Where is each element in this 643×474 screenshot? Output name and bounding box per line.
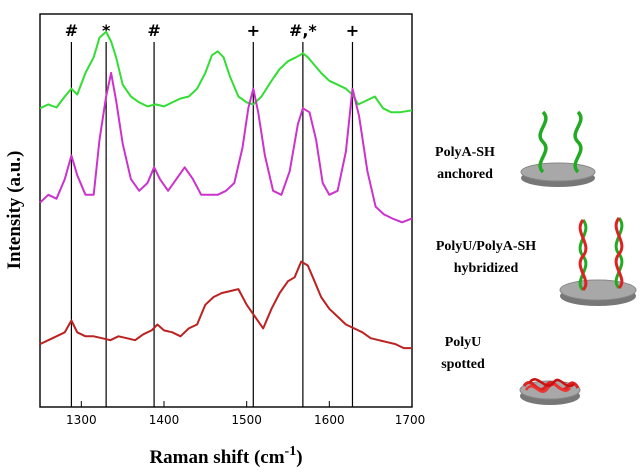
x-axis-title: Raman shift (cm-1) [149, 444, 302, 468]
x-axis-ticks: 1300 1400 1500 1600 1700 [66, 401, 425, 427]
substrate-disk-top [559, 279, 637, 301]
peak-marker-label: * [102, 21, 111, 40]
polya-strand-right [573, 110, 583, 174]
sample-label-polya-line2: anchored [437, 167, 493, 182]
x-axis-title-superscript: -1 [285, 444, 297, 459]
polya-anchored-illustration [520, 110, 596, 187]
sample-label-polya-line1: PolyA-SH [435, 145, 495, 160]
peak-marker-label: + [346, 21, 359, 40]
x-tick-label: 1700 [395, 413, 426, 427]
sample-label-polyu-line2: spotted [441, 357, 485, 372]
polyu-coil-3 [529, 378, 575, 388]
sample-label-polyu-line1: PolyU [445, 335, 482, 350]
peak-marker-label: + [247, 21, 260, 40]
peak-marker-label: #,* [289, 21, 317, 40]
spectrum-line-1 [39, 71, 413, 224]
x-axis-title-main: Raman shift (cm [149, 447, 284, 468]
polyu-spotted-illustration [519, 378, 581, 405]
polya-strand-left [538, 110, 548, 174]
peak-markers: # * # + #,* + [65, 21, 359, 407]
plot-frame [39, 13, 413, 408]
peak-marker-label: # [65, 21, 78, 40]
peak-marker-label: # [147, 21, 160, 40]
x-tick-label: 1300 [66, 413, 97, 427]
polyu-strand-right [614, 217, 624, 290]
spectrum-line-2 [39, 260, 412, 350]
polyu-coil-2 [524, 383, 571, 393]
x-tick-label: 1500 [231, 413, 262, 427]
sample-label-hybrid-line2: hybridized [454, 261, 519, 276]
hybridized-illustration [559, 217, 637, 306]
x-tick-label: 1400 [149, 413, 180, 427]
x-axis-title-close: ) [296, 447, 302, 468]
x-tick-label: 1600 [314, 413, 345, 427]
spectrum-line-0 [39, 30, 413, 114]
polyu-strand-left [578, 219, 588, 292]
sample-label-hybrid-line1: PolyU/PolyA-SH [436, 239, 536, 254]
spectra-series [39, 30, 413, 350]
y-axis-title: Intensity (a.u.) [4, 151, 25, 270]
substrate-disk-top [520, 162, 596, 182]
